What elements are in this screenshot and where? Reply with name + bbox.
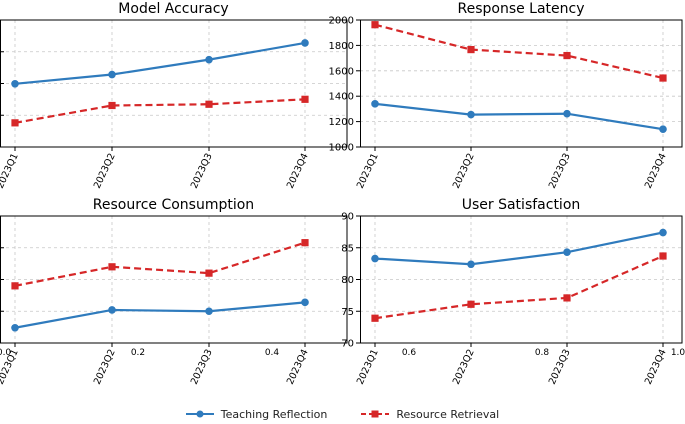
series-teaching-reflection — [371, 100, 667, 134]
legend-label-resource-retrieval: Resource Retrieval — [396, 407, 500, 421]
overlay-tick-label: 0.8 — [535, 348, 550, 358]
chart-panel-response-latency: Response Latency 1000 1200 1400 1600 1800 2000… — [329, 1, 683, 191]
legend-item-teaching-reflection: Teaching Reflection — [185, 407, 328, 421]
series-teaching-reflection — [371, 228, 667, 269]
overlay-tick-label: 1.0 — [671, 348, 685, 358]
series-line-teaching-reflection — [14, 41, 306, 85]
data-point — [467, 110, 475, 119]
overlay-tick-label: 0.2 — [131, 348, 145, 358]
data-point — [11, 119, 19, 127]
x-tick-label: 2023Q4 — [643, 152, 669, 191]
data-point — [301, 298, 309, 307]
y-tick-label: 90 — [341, 212, 354, 223]
series-teaching-reflection — [11, 39, 309, 88]
chart-title: Response Latency — [457, 1, 584, 17]
series-line-teaching-reflection — [374, 231, 664, 266]
chart-panel-model-accuracy: Model Accuracy 2023Q1 2023Q2 2023Q3 2023Q4 — [0, 1, 348, 191]
x-tick-label: 2023Q2 — [92, 152, 118, 191]
data-point — [205, 55, 213, 64]
data-point — [563, 248, 571, 256]
x-tick-label: 2023Q1 — [355, 152, 381, 191]
overlay-tick-label: 0.4 — [265, 348, 280, 358]
data-point — [108, 70, 116, 79]
data-point — [205, 307, 213, 316]
series-line-resource-retrieval — [374, 254, 664, 320]
legend-marker-teaching-reflection — [185, 410, 214, 418]
data-point — [11, 80, 19, 88]
x-tick-label: 2023Q4 — [285, 152, 311, 191]
series-resource-retrieval — [11, 95, 309, 127]
y-tick-label: 1000 — [329, 143, 354, 154]
x-tick-label: 2023Q2 — [451, 348, 477, 387]
plot-frame — [360, 19, 683, 148]
data-point — [371, 254, 379, 263]
data-point — [467, 300, 475, 308]
x-tick-label: 2023Q3 — [547, 152, 573, 191]
data-point — [371, 21, 379, 29]
data-point — [659, 228, 667, 237]
data-point — [205, 100, 213, 108]
data-point — [467, 45, 475, 54]
data-point — [563, 51, 571, 60]
data-point — [11, 282, 19, 290]
data-point — [467, 260, 475, 269]
data-point — [563, 294, 571, 302]
data-point — [301, 39, 309, 47]
legend-marker-resource-retrieval — [361, 410, 390, 418]
series-resource-retrieval — [371, 21, 667, 82]
series-line-resource-retrieval — [14, 98, 306, 124]
series-resource-retrieval — [371, 252, 667, 322]
data-point — [371, 100, 379, 108]
series-line-teaching-reflection — [14, 301, 306, 329]
data-point — [371, 314, 379, 322]
x-tick-label: 2023Q3 — [189, 152, 215, 191]
series-line-teaching-reflection — [374, 102, 664, 131]
legend-item-resource-retrieval: Resource Retrieval — [361, 408, 499, 421]
x-tick-label: 2023Q4 — [643, 348, 669, 387]
series-line-resource-retrieval — [374, 23, 664, 80]
data-point — [659, 252, 667, 260]
data-point — [108, 263, 116, 271]
x-tick-label: 2023Q3 — [547, 348, 573, 387]
y-tick-label: 1600 — [329, 66, 354, 77]
data-point — [108, 101, 116, 110]
overlay-axis: 0.0 0.2 0.4 0.6 0.8 1.0 — [0, 348, 685, 358]
y-tick-label: 1800 — [329, 41, 354, 52]
y-tick-label: 2000 — [329, 16, 354, 27]
y-tick-label: 70 — [341, 339, 354, 350]
chart-title: User Satisfaction — [462, 197, 581, 213]
data-point — [205, 269, 213, 277]
overlay-tick-label: 0.0 — [0, 348, 11, 358]
data-point — [563, 109, 571, 118]
y-tick-label: 75 — [341, 307, 354, 318]
series-resource-retrieval — [11, 239, 309, 290]
x-tick-label: 2023Q2 — [451, 152, 477, 191]
chart-title: Model Accuracy — [118, 1, 228, 17]
legend: Teaching Reflection Resource Retrieval — [0, 404, 685, 424]
series-line-resource-retrieval — [14, 241, 306, 287]
chart-panel-user-satisfaction: User Satisfaction 70 75 80 85 90 2023Q1 2023Q2 2… — [341, 197, 683, 387]
data-point — [301, 95, 309, 103]
y-tick-label: 85 — [341, 243, 354, 254]
legend-label-teaching-reflection: Teaching Reflection — [220, 407, 328, 421]
y-tick-label: 80 — [341, 275, 354, 286]
data-point — [11, 323, 19, 332]
data-point — [108, 306, 116, 314]
data-point — [301, 239, 309, 247]
series-teaching-reflection — [11, 298, 309, 332]
chart-title: Resource Consumption — [93, 197, 254, 213]
x-tick-label: 2023Q2 — [92, 348, 118, 387]
x-tick-label: 2023Q3 — [189, 348, 215, 387]
overlay-tick-label: 0.6 — [402, 348, 417, 358]
x-tick-label: 2023Q1 — [0, 152, 21, 191]
plot-frame — [360, 215, 683, 344]
y-tick-label: 1400 — [329, 92, 354, 103]
data-point — [659, 74, 667, 82]
x-tick-label: 2023Q4 — [285, 348, 311, 387]
y-tick-label: 1200 — [329, 117, 354, 128]
x-tick-label: 2023Q1 — [355, 348, 381, 387]
data-point — [659, 125, 667, 134]
